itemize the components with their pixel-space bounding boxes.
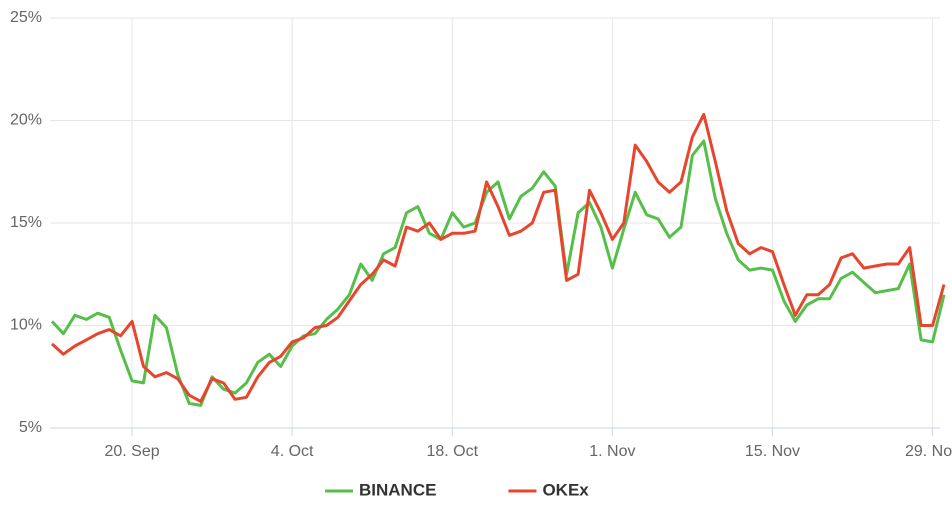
x-tick-label: 1. Nov [589,443,635,460]
legend-label: BINANCE [359,480,436,499]
x-tick-label: 18. Oct [426,443,478,460]
x-tick-label: 29. Nov [905,443,952,460]
x-tick-label: 15. Nov [745,443,800,460]
y-tick-label: 25% [10,9,42,26]
series-line [50,139,946,407]
y-tick-label: 15% [10,214,42,231]
x-tick-label: 4. Oct [271,443,314,460]
y-tick-label: 10% [10,317,42,334]
series-line [50,112,946,403]
legend-label: OKEx [542,480,589,499]
y-tick-label: 20% [10,112,42,129]
legend: BINANCE OKEx [325,480,589,499]
y-tick-label: 5% [19,419,42,436]
x-tick-label: 20. Sep [104,443,159,460]
